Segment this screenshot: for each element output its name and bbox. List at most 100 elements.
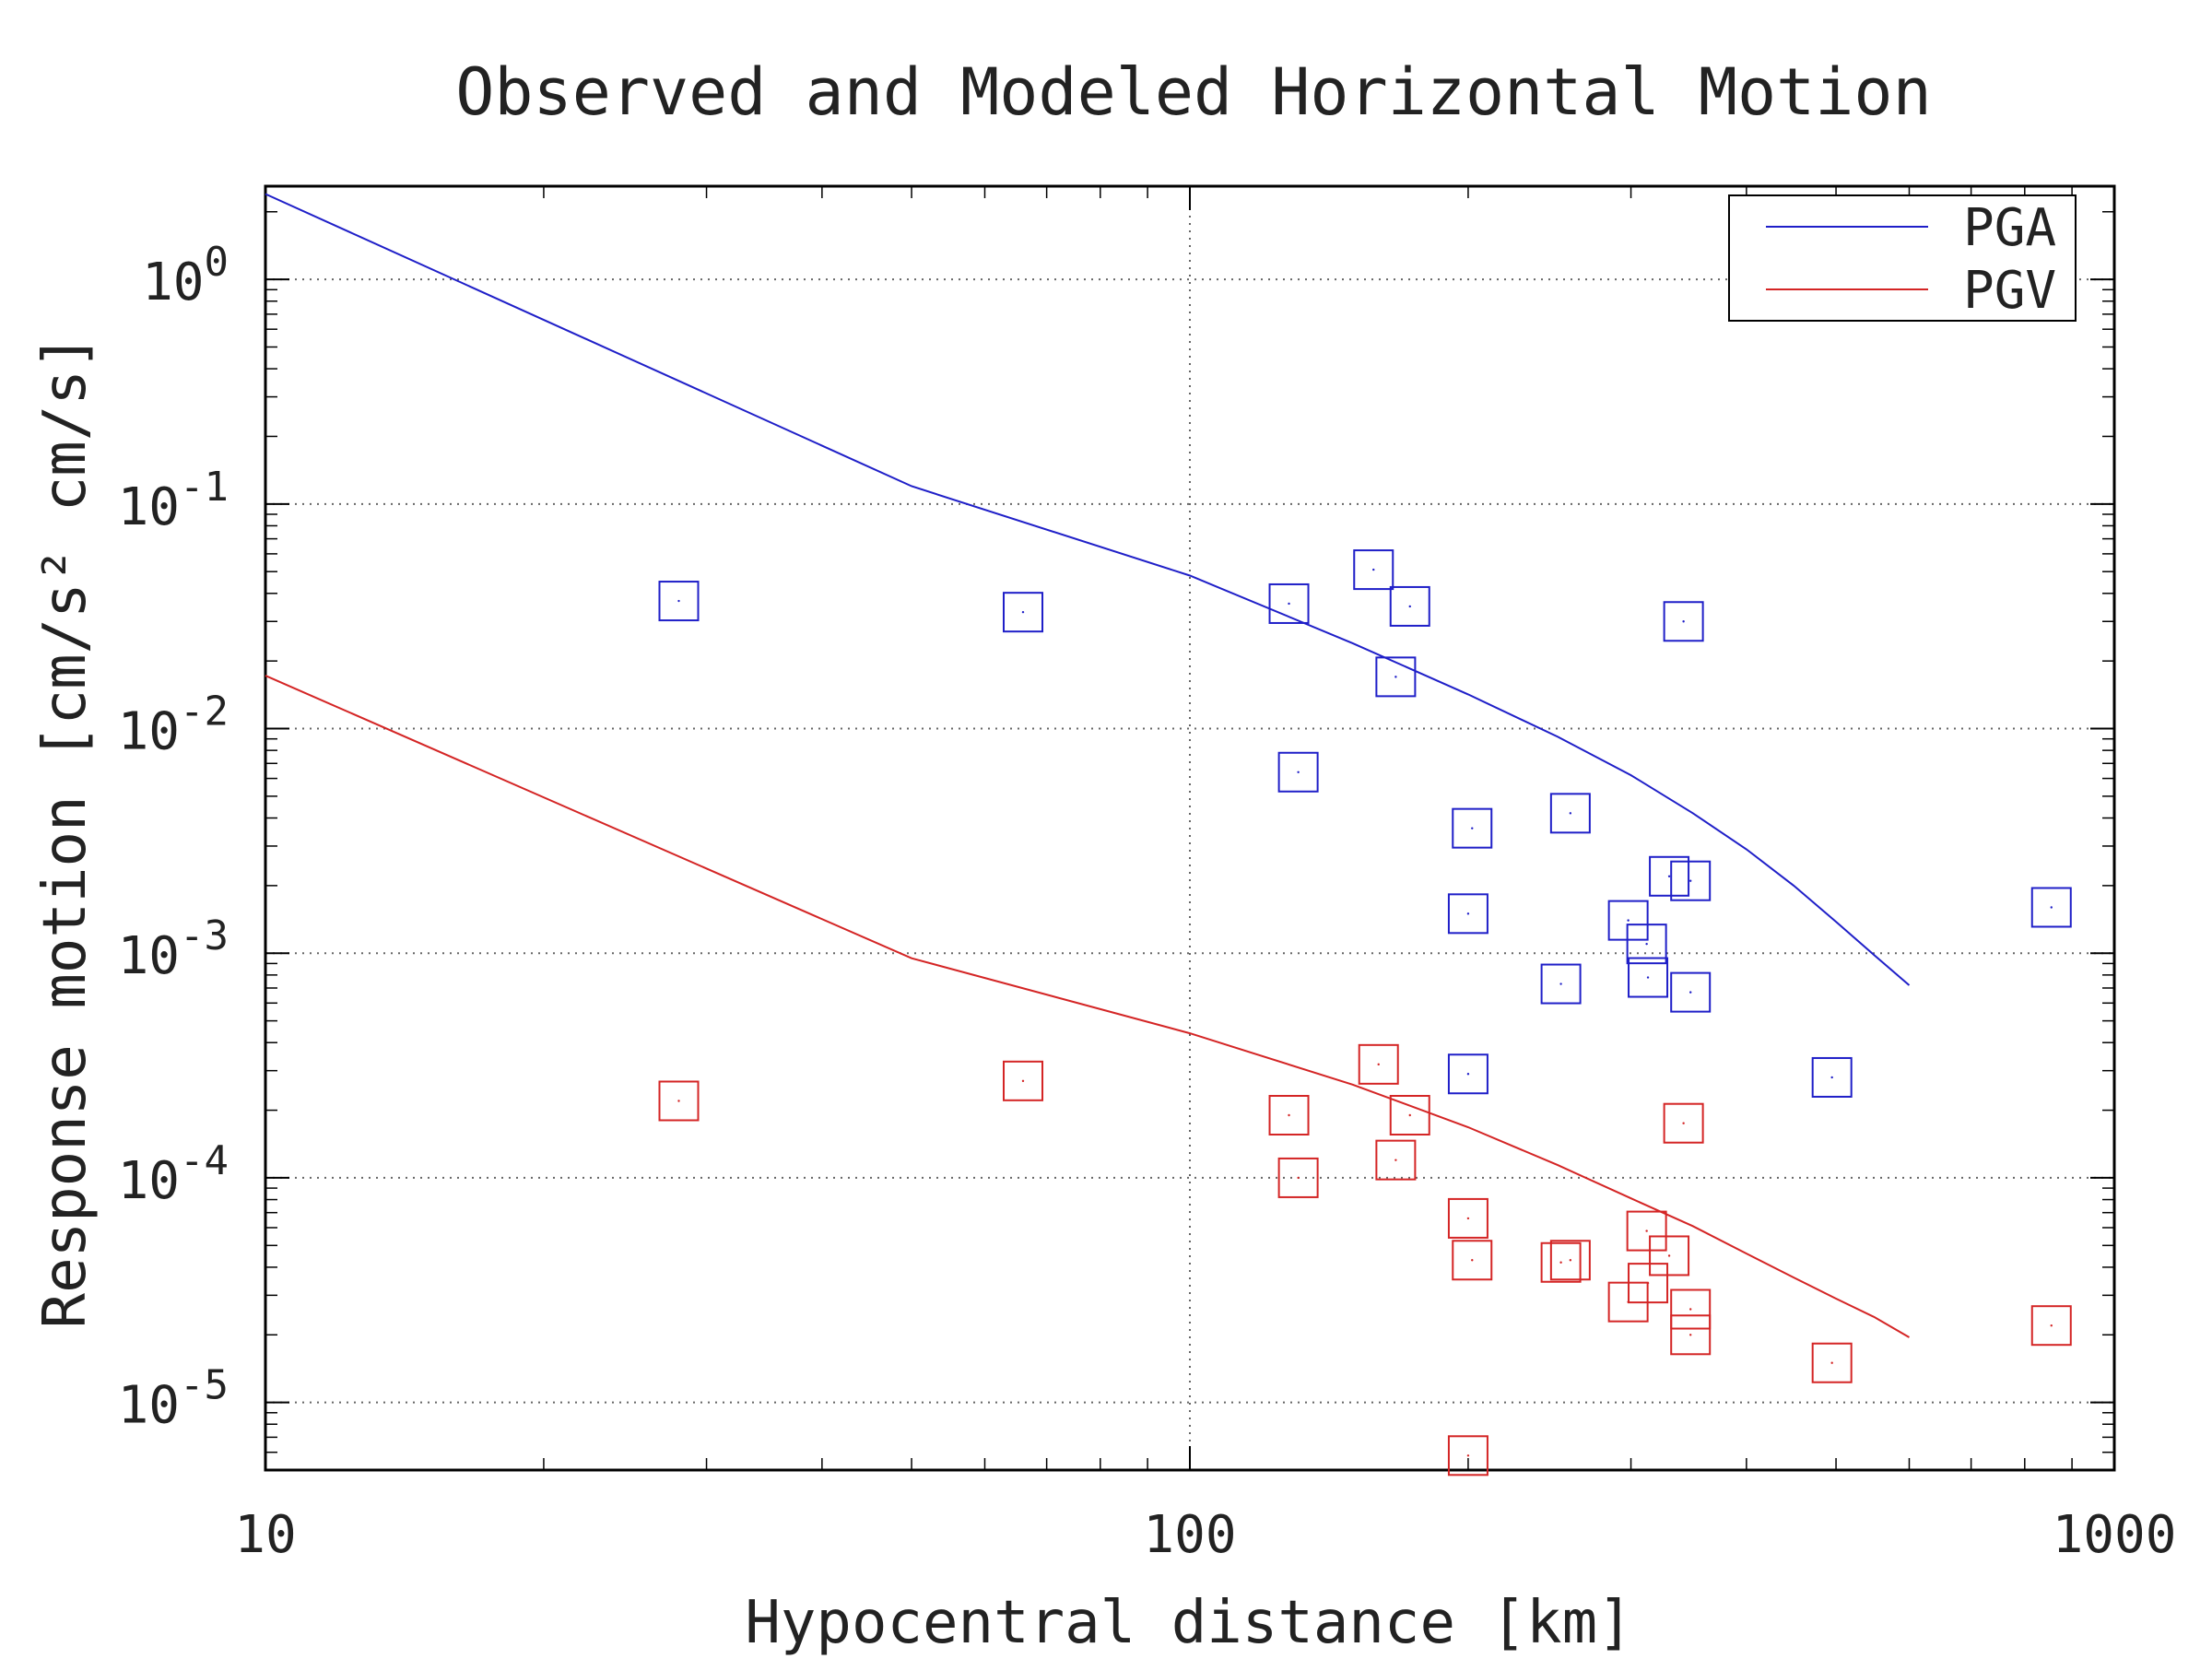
- point-center-pga: [1646, 976, 1650, 979]
- point-pgv: [1447, 1197, 1488, 1239]
- point-center-pgv: [1569, 1259, 1572, 1262]
- point-center-pga: [2050, 906, 2053, 909]
- point-center-pga: [1569, 812, 1572, 815]
- point-pga: [658, 581, 700, 622]
- point-pgv: [1649, 1235, 1690, 1277]
- x-tick-labels: 10 100 1000: [234, 1505, 2176, 1565]
- point-pgv: [2030, 1305, 2072, 1347]
- x-tick-label: 1000: [2053, 1505, 2177, 1565]
- point-pgv: [1670, 1314, 1712, 1356]
- grid-lines: [265, 186, 2114, 1470]
- point-pgv: [1663, 1102, 1704, 1144]
- model-line-pgv: [265, 675, 1911, 1338]
- point-pgv: [1277, 1157, 1319, 1198]
- point-pga: [1549, 793, 1591, 834]
- point-center-pgv: [1377, 1063, 1380, 1066]
- point-pga: [1649, 855, 1690, 897]
- point-pga: [1626, 924, 1667, 965]
- point-center-pga: [1689, 991, 1692, 994]
- y-tick-labels: 100 10-1 10-2 10-3 10-4 10-5: [118, 239, 229, 1436]
- point-center-pgv: [1559, 1261, 1562, 1264]
- point-pga: [1811, 1056, 1853, 1098]
- point-pga: [1353, 549, 1394, 591]
- point-pga: [1628, 957, 1669, 998]
- point-pga: [1670, 971, 1712, 1013]
- y-tick-label: 10-4: [118, 1137, 229, 1211]
- point-pgv: [1626, 1210, 1667, 1252]
- model-line-pga: [265, 193, 1911, 986]
- point-center-pga: [1471, 827, 1474, 830]
- point-center-pgv: [1689, 1308, 1692, 1311]
- point-center-pgv: [1466, 1217, 1470, 1220]
- point-pgv: [1811, 1342, 1853, 1383]
- point-pgv: [1358, 1043, 1399, 1085]
- point-center-pgv: [2050, 1324, 2053, 1327]
- model-lines: [265, 193, 1911, 1338]
- point-center-pga: [1297, 771, 1300, 773]
- minor-tick-marks: [265, 186, 2114, 1470]
- point-center-pga: [1408, 605, 1411, 608]
- y-axis-label: Response motion [cm/s² cm/s]: [31, 335, 100, 1329]
- x-axis-label: Hypocentral distance [km]: [745, 1589, 1632, 1657]
- point-center-pgv: [1408, 1113, 1411, 1117]
- point-center-pgv: [1830, 1361, 1833, 1364]
- point-center-pgv: [677, 1100, 680, 1102]
- point-pga: [1452, 807, 1493, 849]
- point-center-pga: [1627, 919, 1630, 922]
- point-center-pga: [1021, 610, 1025, 614]
- point-center-pga: [1682, 620, 1685, 623]
- point-pgv: [1003, 1060, 1044, 1101]
- legend-label-pga: PGA: [1963, 198, 2056, 258]
- y-tick-label: 10-2: [118, 688, 229, 762]
- chart-title: Observed and Modeled Horizontal Motion: [455, 54, 1931, 130]
- point-center-pgv: [1689, 1334, 1692, 1336]
- point-pga: [1540, 963, 1582, 1005]
- y-tick-label: 10-5: [118, 1362, 229, 1436]
- point-center-pgv: [1471, 1259, 1474, 1262]
- point-center-pgv: [1682, 1122, 1685, 1124]
- legend: PGA PGV: [1728, 194, 2077, 322]
- point-center-pga: [1394, 676, 1397, 678]
- y-tick-label: 100: [142, 239, 229, 312]
- point-pgv: [1452, 1240, 1493, 1281]
- point-pga: [1277, 751, 1319, 793]
- legend-box: [1728, 194, 2077, 322]
- point-pgv: [1268, 1095, 1310, 1136]
- point-center-pga: [1466, 912, 1470, 915]
- plot-frame: [264, 184, 2116, 1472]
- point-center-pgv: [1466, 1454, 1470, 1457]
- point-center-pga: [677, 599, 680, 603]
- legend-label-pgv: PGV: [1963, 261, 2056, 321]
- point-center-pgv: [1394, 1159, 1397, 1161]
- point-pga: [1670, 860, 1712, 901]
- point-pgv: [1375, 1139, 1417, 1181]
- point-center-pga: [1288, 602, 1290, 606]
- point-center-pgv: [1646, 1281, 1650, 1285]
- point-center-pga: [1466, 1073, 1470, 1076]
- point-center-pgv: [1667, 1254, 1671, 1257]
- y-tick-label: 10-3: [118, 912, 229, 986]
- point-pgv: [658, 1080, 700, 1122]
- point-pgv: [1628, 1263, 1669, 1304]
- point-center-pgv: [1288, 1113, 1290, 1117]
- point-center-pga: [1372, 568, 1375, 571]
- point-center-pga: [1645, 942, 1648, 946]
- point-center-pga: [1559, 982, 1562, 985]
- point-pga: [1447, 1053, 1488, 1095]
- point-center-pga: [1689, 879, 1692, 882]
- x-tick-label: 10: [234, 1505, 296, 1565]
- point-pgv: [1540, 1241, 1582, 1283]
- point-pga: [1375, 656, 1417, 698]
- x-tick-label: 100: [1143, 1505, 1236, 1565]
- point-pgv: [1549, 1240, 1591, 1281]
- point-pga: [1389, 585, 1430, 627]
- point-pgv: [1447, 1435, 1488, 1477]
- point-pga: [1607, 900, 1649, 941]
- point-center-pga: [1667, 875, 1671, 877]
- point-center-pgv: [1297, 1176, 1300, 1180]
- point-pga: [1447, 893, 1488, 935]
- point-pga: [2030, 887, 2072, 928]
- point-pgv: [1670, 1288, 1712, 1330]
- point-pgv: [1389, 1095, 1430, 1136]
